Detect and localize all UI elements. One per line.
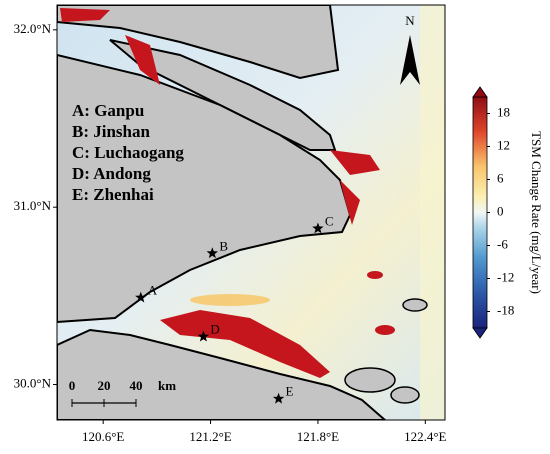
- colorbar-arrow: [472, 86, 488, 98]
- colorbar-tick-label: 18: [497, 104, 510, 119]
- y-tick-label: 32.0°N: [14, 21, 52, 36]
- colorbar-fill: [472, 96, 488, 329]
- high-rate-zone: [340, 180, 360, 225]
- station-label: C: [325, 213, 334, 228]
- high-rate-zone: [125, 35, 160, 85]
- stations: A B C D E: [135, 213, 334, 404]
- x-tick-label: 122.4°E: [404, 429, 446, 444]
- station-marker: [197, 330, 210, 342]
- land: [109, 39, 337, 151]
- high-rate-zone: [330, 150, 380, 175]
- high-rate-zone: [160, 310, 330, 378]
- scale-bar: 0 20 40 km: [69, 378, 176, 407]
- legend-entry: A: Ganpu: [72, 101, 144, 120]
- high-rate-zone: [375, 325, 395, 335]
- scale-tick-label: 40: [130, 378, 143, 393]
- island: [402, 298, 428, 312]
- station-label: D: [210, 322, 219, 337]
- land: [57, 5, 340, 80]
- land: [57, 328, 387, 420]
- station-marker: [312, 222, 324, 234]
- colorbar-tick-label: -6: [497, 236, 508, 251]
- scale-tick-label: 20: [98, 378, 111, 393]
- station-marker: [206, 247, 218, 259]
- colorbar-tick-label: 6: [497, 170, 504, 185]
- legend-entry: B: Jinshan: [72, 122, 150, 141]
- colorbar-arrow: [472, 327, 488, 339]
- map-frame: [56, 4, 446, 421]
- legend-entry: C: Luchaogang: [72, 143, 184, 162]
- north-arrow: [400, 35, 420, 85]
- legend-entry: E: Zhenhai: [72, 185, 154, 204]
- scale-unit: km: [158, 378, 176, 393]
- colorbar-title: TSM Change Rate (mg/L/year): [529, 131, 544, 294]
- colorbar-tick-label: -12: [497, 269, 514, 284]
- y-tick-label: 30.0°N: [14, 376, 52, 391]
- x-tick-label: 120.6°E: [82, 429, 124, 444]
- colorbar-tick-label: -18: [497, 302, 514, 317]
- north-label: N: [405, 13, 415, 28]
- station-label: E: [286, 384, 294, 399]
- x-tick-label: 121.8°E: [297, 429, 339, 444]
- high-rate-zone: [367, 271, 383, 279]
- water: [420, 5, 445, 420]
- station-marker: [272, 392, 285, 404]
- legend-entry: D: Andong: [72, 164, 151, 183]
- colorbar: 18 12 6 0 -6 -12 -18 TSM Change Rate (mg/L/year…: [472, 86, 544, 339]
- station-label: A: [148, 283, 158, 298]
- y-tick-label: 31.0°N: [14, 198, 52, 213]
- land: [57, 53, 352, 324]
- station-label: B: [219, 238, 228, 253]
- colorbar-tick-label: 0: [497, 203, 504, 218]
- colorbar-tick-label: 12: [497, 137, 510, 152]
- island: [344, 367, 396, 393]
- legend: A: Ganpu B: Jinshan C: Luchaogang D: Andong…: [72, 101, 184, 204]
- scale-tick-label: 0: [69, 378, 76, 393]
- high-rate-zone: [60, 8, 110, 22]
- x-tick-label: 121.2°E: [189, 429, 231, 444]
- map-body: [57, 5, 445, 420]
- island: [390, 386, 420, 404]
- sediment-zone: [190, 294, 270, 306]
- axes: 120.6°E 121.2°E 121.8°E 122.4°E 32.0°N 31.0°N…: [14, 21, 447, 444]
- station-marker: [135, 291, 147, 303]
